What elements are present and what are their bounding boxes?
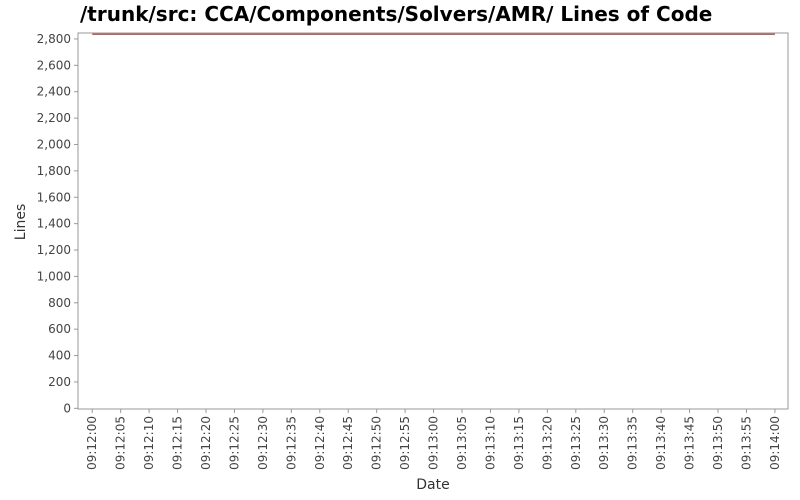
x-tick-label: 09:13:20 <box>540 416 554 470</box>
y-tick-label: 1,600 <box>37 190 71 204</box>
y-tick-label: 1,000 <box>37 269 71 283</box>
x-tick-label: 09:13:45 <box>683 416 697 470</box>
y-axis-label: Lines <box>13 204 29 240</box>
x-tick-label: 09:13:50 <box>711 416 725 470</box>
x-tick-label: 09:13:35 <box>626 416 640 470</box>
x-axis-label: Date <box>416 477 449 493</box>
y-tick-label: 2,000 <box>37 137 71 151</box>
x-tick-label: 09:12:05 <box>114 416 128 470</box>
x-tick-label: 09:12:55 <box>398 416 412 470</box>
x-tick-label: 09:12:25 <box>227 416 241 470</box>
x-tick-label: 09:12:10 <box>142 416 156 470</box>
x-tick-label: 09:13:05 <box>455 416 469 470</box>
x-tick-label: 09:13:40 <box>654 416 668 470</box>
y-tick-label: 1,800 <box>37 164 71 178</box>
x-tick-label: 09:13:55 <box>739 416 753 470</box>
x-tick-label: 09:12:50 <box>370 416 384 470</box>
y-tick-label: 400 <box>48 349 71 363</box>
y-tick-label: 2,200 <box>37 111 71 125</box>
x-tick-label: 09:13:00 <box>427 416 441 470</box>
x-tick-label: 09:12:00 <box>85 416 99 470</box>
chart-title: /trunk/src: CCA/Components/Solvers/AMR/ … <box>80 2 712 26</box>
x-tick-label: 09:12:35 <box>284 416 298 470</box>
x-tick-label: 09:13:15 <box>512 416 526 470</box>
x-tick-label: 09:12:30 <box>256 416 270 470</box>
y-tick-label: 2,400 <box>37 85 71 99</box>
x-tick-label: 09:13:10 <box>483 416 497 470</box>
y-tick-label: 800 <box>48 296 71 310</box>
x-tick-label: 09:13:25 <box>569 416 583 470</box>
y-tick-label: 200 <box>48 375 71 389</box>
y-tick-label: 0 <box>63 401 71 415</box>
y-tick-label: 2,800 <box>37 32 71 46</box>
x-tick-label: 09:14:00 <box>768 416 782 470</box>
y-tick-label: 600 <box>48 322 71 336</box>
y-tick-label: 2,600 <box>37 58 71 72</box>
x-tick-label: 09:12:15 <box>171 416 185 470</box>
x-tick-label: 09:12:40 <box>313 416 327 470</box>
plot-area <box>77 32 789 410</box>
x-tick-label: 09:12:20 <box>199 416 213 470</box>
x-tick-label: 09:12:45 <box>341 416 355 470</box>
x-tick-label: 09:13:30 <box>597 416 611 470</box>
y-tick-label: 1,400 <box>37 217 71 231</box>
y-tick-label: 1,200 <box>37 243 71 257</box>
